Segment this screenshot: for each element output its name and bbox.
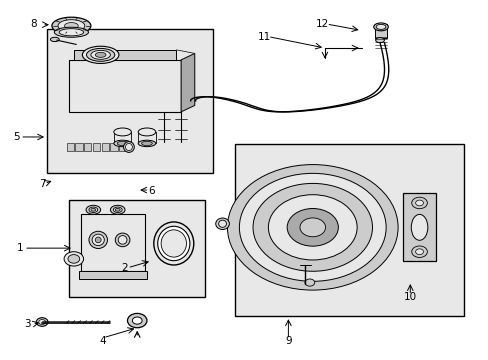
Text: 7: 7 (39, 179, 45, 189)
Bar (66, 143, 74, 150)
Ellipse shape (86, 48, 115, 61)
Text: 3: 3 (24, 319, 31, 329)
Ellipse shape (138, 140, 156, 147)
Ellipse shape (95, 52, 106, 57)
Bar (79, 271, 147, 279)
Bar (374, 24, 386, 38)
Ellipse shape (50, 37, 59, 41)
Ellipse shape (138, 128, 156, 136)
Ellipse shape (54, 27, 88, 37)
Ellipse shape (114, 140, 131, 147)
Ellipse shape (91, 208, 96, 211)
Text: 6: 6 (148, 186, 155, 197)
Ellipse shape (89, 207, 98, 212)
Ellipse shape (59, 29, 83, 36)
Text: 2: 2 (122, 263, 128, 273)
Circle shape (127, 314, 147, 328)
Ellipse shape (118, 235, 127, 244)
Circle shape (64, 252, 83, 266)
Text: 10: 10 (403, 292, 416, 302)
Bar (84, 143, 91, 150)
Circle shape (415, 249, 423, 255)
Ellipse shape (91, 50, 110, 59)
Text: 9: 9 (285, 336, 291, 346)
Text: 11: 11 (257, 32, 270, 41)
Ellipse shape (154, 222, 193, 265)
Circle shape (239, 174, 386, 281)
Circle shape (411, 246, 427, 257)
Text: 1: 1 (17, 243, 23, 253)
Bar (234, 144, 463, 316)
Bar (75, 143, 82, 150)
Ellipse shape (215, 218, 229, 229)
Ellipse shape (123, 141, 134, 152)
Text: 5: 5 (13, 132, 20, 142)
Circle shape (411, 197, 427, 209)
Circle shape (286, 208, 338, 246)
Bar (47, 30, 212, 173)
Circle shape (299, 218, 325, 237)
Ellipse shape (115, 233, 130, 247)
Bar (119, 143, 126, 150)
Ellipse shape (375, 24, 385, 30)
Circle shape (36, 318, 48, 326)
Ellipse shape (142, 141, 152, 145)
Bar (69, 60, 181, 112)
Ellipse shape (52, 17, 91, 35)
Circle shape (268, 195, 356, 260)
Ellipse shape (117, 141, 128, 145)
Bar (402, 193, 435, 261)
Bar (114, 132, 131, 143)
Bar (81, 214, 144, 271)
Ellipse shape (158, 226, 189, 261)
Bar (74, 50, 176, 60)
Ellipse shape (82, 46, 119, 63)
Text: 12: 12 (315, 19, 328, 29)
Circle shape (305, 279, 314, 286)
Circle shape (415, 200, 423, 206)
Ellipse shape (86, 205, 101, 214)
Ellipse shape (410, 215, 427, 240)
Circle shape (252, 183, 372, 271)
Text: 8: 8 (30, 19, 37, 29)
Circle shape (132, 317, 142, 324)
Bar (102, 143, 109, 150)
Circle shape (39, 319, 45, 324)
Ellipse shape (95, 237, 101, 243)
Circle shape (227, 165, 397, 290)
Ellipse shape (125, 143, 132, 150)
Bar (69, 200, 205, 297)
Ellipse shape (114, 128, 131, 136)
Ellipse shape (115, 208, 120, 211)
Ellipse shape (89, 231, 107, 248)
Polygon shape (181, 53, 194, 112)
Ellipse shape (64, 23, 78, 29)
Circle shape (68, 255, 80, 263)
Ellipse shape (218, 220, 226, 227)
Bar (93, 143, 100, 150)
Ellipse shape (110, 205, 125, 214)
Bar (110, 143, 118, 150)
Ellipse shape (161, 230, 186, 257)
Ellipse shape (375, 38, 384, 42)
Ellipse shape (373, 23, 387, 31)
Bar (138, 132, 156, 143)
Ellipse shape (92, 234, 104, 246)
Polygon shape (176, 50, 194, 53)
Text: 4: 4 (100, 336, 106, 346)
Ellipse shape (58, 20, 84, 32)
Ellipse shape (113, 207, 122, 212)
